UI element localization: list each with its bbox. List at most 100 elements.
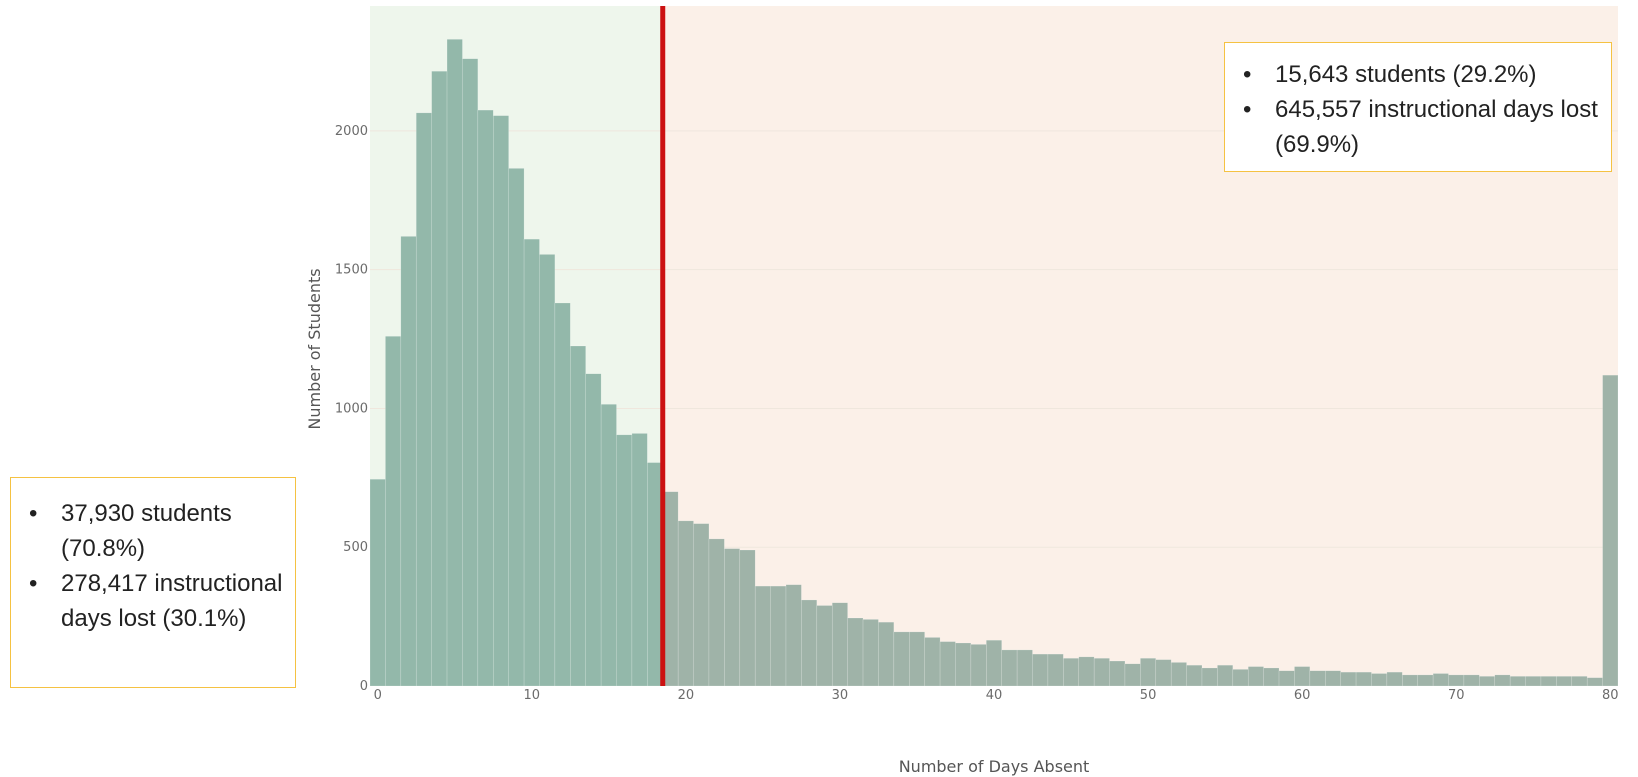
x-tick-label: 40 xyxy=(986,688,1003,703)
histogram-bar xyxy=(1278,670,1295,687)
histogram-bar xyxy=(1001,649,1018,687)
histogram-bar xyxy=(1016,649,1033,687)
histogram-bar xyxy=(369,478,386,687)
histogram-bar xyxy=(1586,677,1603,687)
histogram-bar xyxy=(1448,674,1465,687)
histogram-bar xyxy=(1525,676,1542,687)
histogram-bar xyxy=(1479,676,1495,687)
y-tick-label: 500 xyxy=(343,540,368,555)
x-tick-label: 30 xyxy=(832,688,849,703)
histogram-bar xyxy=(770,585,787,687)
histogram-bar xyxy=(1232,669,1249,687)
histogram-bar xyxy=(1263,667,1280,687)
above-threshold-students: 15,643 students (29.2%) xyxy=(1237,57,1603,92)
histogram-bar xyxy=(986,639,1002,687)
histogram-bar xyxy=(415,112,432,687)
above-threshold-summary: 15,643 students (29.2%) 645,557 instruct… xyxy=(1224,42,1612,172)
y-axis-ticks: 0 500 1000 1500 2000 xyxy=(335,124,368,694)
below-threshold-days-lost: 278,417 instructional days lost (30.1%) xyxy=(23,566,287,636)
histogram-bar xyxy=(816,605,833,687)
histogram-bar xyxy=(847,617,864,687)
histogram-bar xyxy=(939,641,956,687)
histogram-bar xyxy=(893,631,910,687)
histogram-bar xyxy=(616,434,633,687)
histogram-bar xyxy=(1093,657,1110,687)
histogram-bar xyxy=(554,302,571,687)
histogram-bar xyxy=(693,523,710,687)
histogram-bar xyxy=(1355,671,1372,687)
y-axis-title: Number of Students xyxy=(305,268,324,429)
histogram-bar xyxy=(754,585,771,687)
histogram-bar xyxy=(570,345,586,687)
histogram-bar xyxy=(955,642,972,687)
histogram-bars xyxy=(369,39,1619,687)
histogram-bar xyxy=(585,373,602,687)
histogram-bar xyxy=(1432,673,1449,687)
histogram-bar xyxy=(1402,674,1418,687)
histogram-bar xyxy=(1602,374,1619,687)
histogram-bar xyxy=(508,168,525,687)
histogram-bar xyxy=(1155,659,1172,687)
y-tick-label: 0 xyxy=(360,679,368,694)
histogram-bar xyxy=(539,254,556,687)
below-threshold-students: 37,930 students (70.8%) xyxy=(23,496,287,566)
histogram-bar xyxy=(1417,674,1434,687)
histogram-bar xyxy=(446,39,463,687)
histogram-bar xyxy=(1047,653,1064,687)
histogram-bar xyxy=(385,336,402,687)
x-tick-label: 80 xyxy=(1602,688,1619,703)
histogram-bar xyxy=(1063,657,1079,687)
histogram-bar xyxy=(1247,666,1264,687)
histogram-bar xyxy=(785,584,802,687)
histogram-bar xyxy=(1340,671,1357,687)
x-tick-label: 60 xyxy=(1294,688,1311,703)
histogram-bar xyxy=(739,549,756,687)
y-tick-label: 1000 xyxy=(335,401,368,416)
histogram-bar xyxy=(400,236,417,687)
x-axis-ticks: 0 10 20 30 40 50 60 70 80 xyxy=(374,688,1619,703)
histogram-bar xyxy=(878,621,895,687)
histogram-bar xyxy=(1309,670,1326,687)
histogram-bar xyxy=(523,238,540,687)
histogram-bar xyxy=(1386,671,1403,687)
histogram-bar xyxy=(831,602,848,687)
histogram-bar xyxy=(631,433,648,687)
histogram-bar xyxy=(1186,664,1203,687)
histogram-bar xyxy=(462,58,479,687)
histogram-bar xyxy=(724,548,741,687)
histogram-bar xyxy=(1109,660,1126,687)
histogram-bar xyxy=(862,619,879,687)
y-tick-label: 2000 xyxy=(335,124,368,139)
histogram-bar xyxy=(600,404,617,687)
histogram-bar xyxy=(431,70,448,687)
histogram-bar xyxy=(1032,653,1049,687)
y-tick-label: 1500 xyxy=(335,263,368,278)
x-tick-label: 0 xyxy=(374,688,382,703)
histogram-bar xyxy=(1217,664,1234,687)
histogram-bar xyxy=(677,520,694,687)
histogram-bar xyxy=(1556,676,1573,687)
x-tick-label: 10 xyxy=(524,688,541,703)
histogram-bar xyxy=(1201,667,1218,687)
above-threshold-days-lost: 645,557 instructional days lost (69.9%) xyxy=(1237,92,1603,162)
histogram-bar xyxy=(909,631,925,687)
x-tick-label: 20 xyxy=(678,688,695,703)
histogram-bar xyxy=(493,115,509,687)
histogram-bar xyxy=(1325,670,1341,687)
histogram-bar xyxy=(801,599,818,687)
histogram-bar xyxy=(1509,676,1526,687)
histogram-bar xyxy=(708,538,725,687)
histogram-bar xyxy=(1124,663,1141,687)
histogram-bar xyxy=(1140,657,1157,687)
histogram-bar xyxy=(1571,676,1588,687)
histogram-bar xyxy=(1540,676,1557,687)
histogram-bar xyxy=(477,109,494,687)
histogram-bar xyxy=(1170,662,1187,687)
histogram-bar xyxy=(1294,666,1311,687)
x-axis-title: Number of Days Absent xyxy=(899,757,1090,776)
histogram-bar xyxy=(1371,673,1388,687)
histogram-bar xyxy=(970,644,987,687)
x-tick-label: 50 xyxy=(1140,688,1157,703)
below-threshold-summary: 37,930 students (70.8%) 278,417 instruct… xyxy=(10,477,296,688)
x-tick-label: 70 xyxy=(1448,688,1465,703)
